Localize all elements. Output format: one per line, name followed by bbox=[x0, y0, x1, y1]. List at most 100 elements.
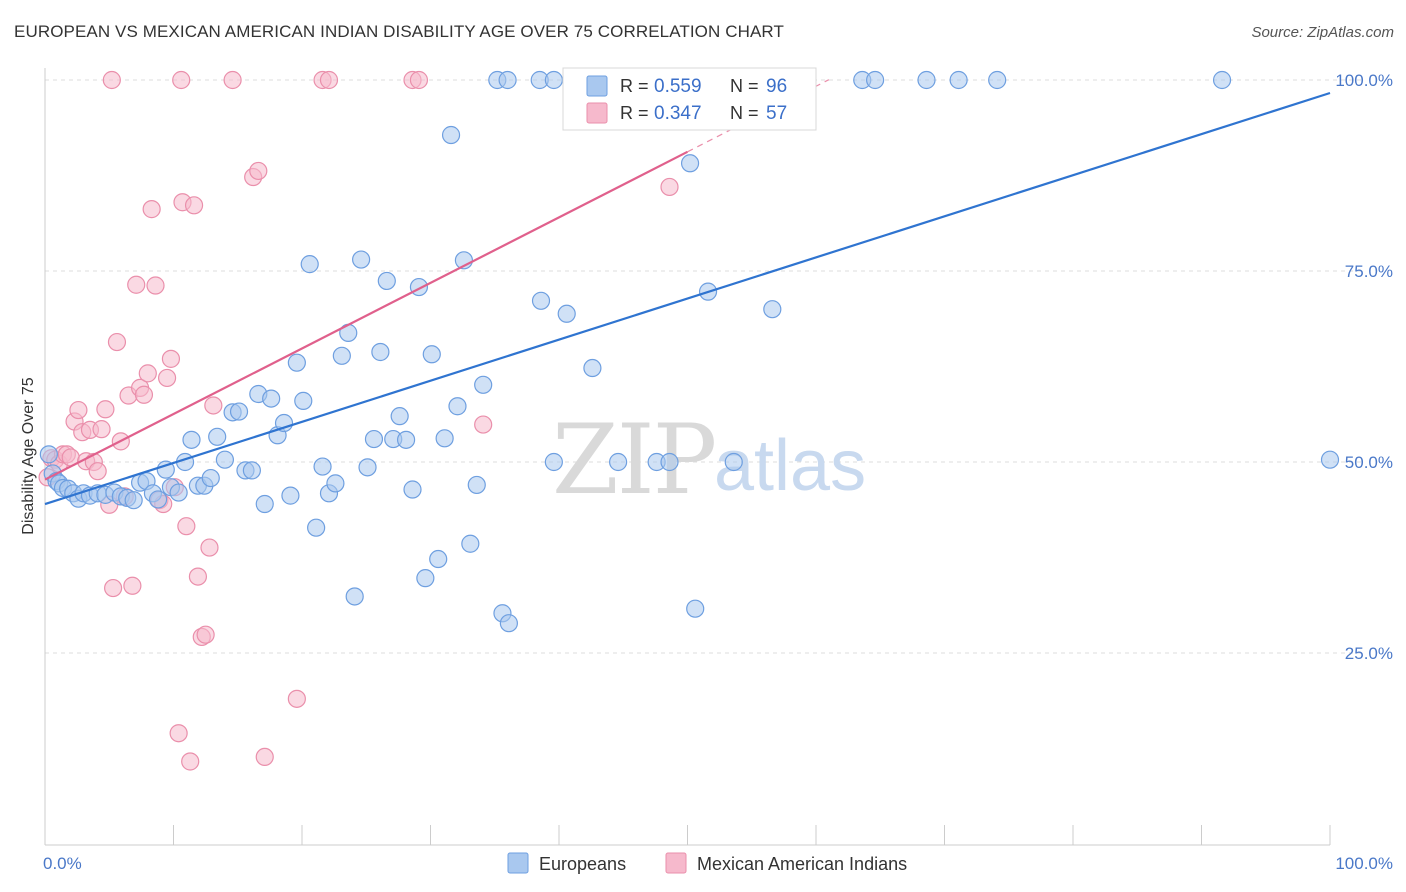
legend-n-label-europeans: N = bbox=[730, 76, 759, 96]
series-europeans-points bbox=[39, 70, 1340, 633]
data-point-mexican-american-indians bbox=[200, 538, 219, 557]
legend-swatch-europeans bbox=[586, 75, 608, 97]
data-point-europeans bbox=[148, 490, 168, 509]
legend-r-label-europeans: R = bbox=[620, 76, 649, 96]
legend-r-label-mexican: R = bbox=[620, 103, 649, 123]
data-point-europeans bbox=[313, 457, 332, 476]
data-point-europeans bbox=[1212, 70, 1232, 90]
data-point-europeans bbox=[680, 154, 700, 173]
data-point-mexican-american-indians bbox=[146, 276, 165, 295]
legend-n-value-mexican: 57 bbox=[766, 103, 787, 124]
data-point-europeans bbox=[215, 450, 234, 469]
data-point-mexican-american-indians bbox=[123, 576, 142, 595]
legend-r-value-mexican: 0.347 bbox=[654, 103, 702, 124]
data-point-europeans bbox=[724, 452, 743, 472]
data-point-europeans bbox=[448, 397, 467, 416]
data-point-mexican-american-indians bbox=[157, 368, 177, 388]
data-point-mexican-american-indians bbox=[196, 625, 215, 644]
legend-r-value-europeans: 0.559 bbox=[654, 76, 702, 97]
data-point-mexican-american-indians bbox=[474, 415, 493, 434]
data-point-europeans bbox=[763, 300, 782, 319]
data-point-mexican-american-indians bbox=[255, 747, 274, 767]
data-point-mexican-american-indians bbox=[287, 689, 306, 708]
legend-box: R = 0.559 N = 96 R = 0.347 N = 57 bbox=[562, 67, 817, 131]
data-point-europeans bbox=[208, 427, 227, 446]
data-point-europeans bbox=[169, 483, 188, 502]
data-point-europeans bbox=[609, 452, 628, 472]
data-point-europeans bbox=[422, 345, 441, 364]
data-point-europeans bbox=[201, 468, 220, 488]
data-point-europeans bbox=[262, 389, 281, 408]
data-point-europeans bbox=[660, 452, 679, 472]
data-point-mexican-american-indians bbox=[188, 567, 208, 586]
data-point-mexican-american-indians bbox=[92, 420, 111, 439]
legend-n-label-mexican: N = bbox=[730, 103, 759, 123]
data-point-europeans bbox=[531, 291, 551, 310]
data-point-mexican-american-indians bbox=[249, 161, 268, 181]
data-point-europeans bbox=[1320, 450, 1340, 469]
data-point-europeans bbox=[441, 125, 461, 145]
data-point-europeans bbox=[498, 70, 517, 90]
data-point-europeans bbox=[686, 599, 705, 618]
bottom-legend-swatch-mexican bbox=[665, 852, 687, 874]
data-point-mexican-american-indians bbox=[204, 396, 223, 415]
data-point-mexican-american-indians bbox=[107, 332, 127, 352]
trendline-europeans bbox=[44, 91, 1331, 506]
y-tick-label: 25.0% bbox=[1345, 644, 1393, 663]
data-point-europeans bbox=[255, 494, 274, 514]
data-point-mexican-american-indians bbox=[177, 517, 196, 536]
data-point-mexican-american-indians bbox=[134, 385, 154, 404]
data-point-europeans bbox=[583, 358, 602, 378]
data-point-europeans bbox=[467, 475, 486, 495]
trendline-mexican-american-indians bbox=[44, 150, 688, 481]
data-point-europeans bbox=[307, 518, 326, 537]
data-point-mexican-american-indians bbox=[169, 724, 188, 743]
data-point-europeans bbox=[499, 614, 518, 633]
bottom-legend: Europeans Mexican American Indians bbox=[507, 852, 907, 874]
data-point-europeans bbox=[396, 430, 416, 449]
legend-n-value-europeans: 96 bbox=[766, 76, 787, 97]
data-point-europeans bbox=[124, 491, 143, 510]
data-point-europeans bbox=[364, 429, 384, 449]
bottom-legend-mexican-american-indians: Mexican American Indians bbox=[697, 854, 907, 874]
legend-swatch-mexican-american-indians bbox=[586, 102, 608, 124]
data-point-europeans bbox=[300, 255, 319, 274]
y-tick-labels: 25.0% 50.0% 75.0% 100.0% bbox=[1335, 71, 1393, 663]
y-axis-label: Disability Age Over 75 bbox=[20, 377, 37, 535]
data-point-europeans bbox=[242, 461, 261, 480]
data-point-mexican-american-indians bbox=[138, 364, 157, 383]
data-point-europeans bbox=[281, 486, 300, 505]
data-point-mexican-american-indians bbox=[409, 70, 429, 90]
data-point-mexican-american-indians bbox=[161, 349, 181, 368]
data-point-europeans bbox=[294, 391, 313, 410]
data-point-mexican-american-indians bbox=[69, 400, 88, 420]
chart-title: EUROPEAN VS MEXICAN AMERICAN INDIAN DISA… bbox=[14, 22, 784, 41]
data-point-mexican-american-indians bbox=[223, 70, 242, 90]
data-point-europeans bbox=[429, 549, 448, 569]
data-point-mexican-american-indians bbox=[319, 70, 339, 90]
data-point-europeans bbox=[345, 587, 364, 606]
data-point-europeans bbox=[557, 304, 576, 323]
data-point-mexican-american-indians bbox=[127, 275, 146, 294]
data-point-europeans bbox=[377, 271, 396, 291]
data-point-mexican-american-indians bbox=[104, 578, 123, 598]
data-point-europeans bbox=[435, 429, 454, 448]
data-point-mexican-american-indians bbox=[172, 70, 191, 90]
data-point-mexican-american-indians bbox=[102, 70, 121, 90]
data-point-europeans bbox=[332, 346, 351, 365]
data-point-europeans bbox=[416, 569, 435, 588]
y-tick-label: 50.0% bbox=[1345, 453, 1393, 472]
data-point-europeans bbox=[544, 70, 563, 90]
data-point-europeans bbox=[182, 430, 201, 449]
data-point-europeans bbox=[390, 407, 409, 426]
data-point-europeans bbox=[156, 460, 175, 479]
data-point-europeans bbox=[39, 445, 58, 464]
bottom-legend-swatch-europeans bbox=[507, 852, 529, 874]
watermark: ZIP atlas bbox=[552, 404, 866, 516]
x-tick-labels: 0.0% 100.0% bbox=[43, 854, 1393, 873]
data-point-mexican-american-indians bbox=[88, 462, 107, 481]
data-point-europeans bbox=[326, 474, 345, 493]
data-point-europeans bbox=[371, 342, 390, 362]
grid-lines bbox=[45, 79, 1365, 654]
data-point-europeans bbox=[352, 250, 371, 269]
